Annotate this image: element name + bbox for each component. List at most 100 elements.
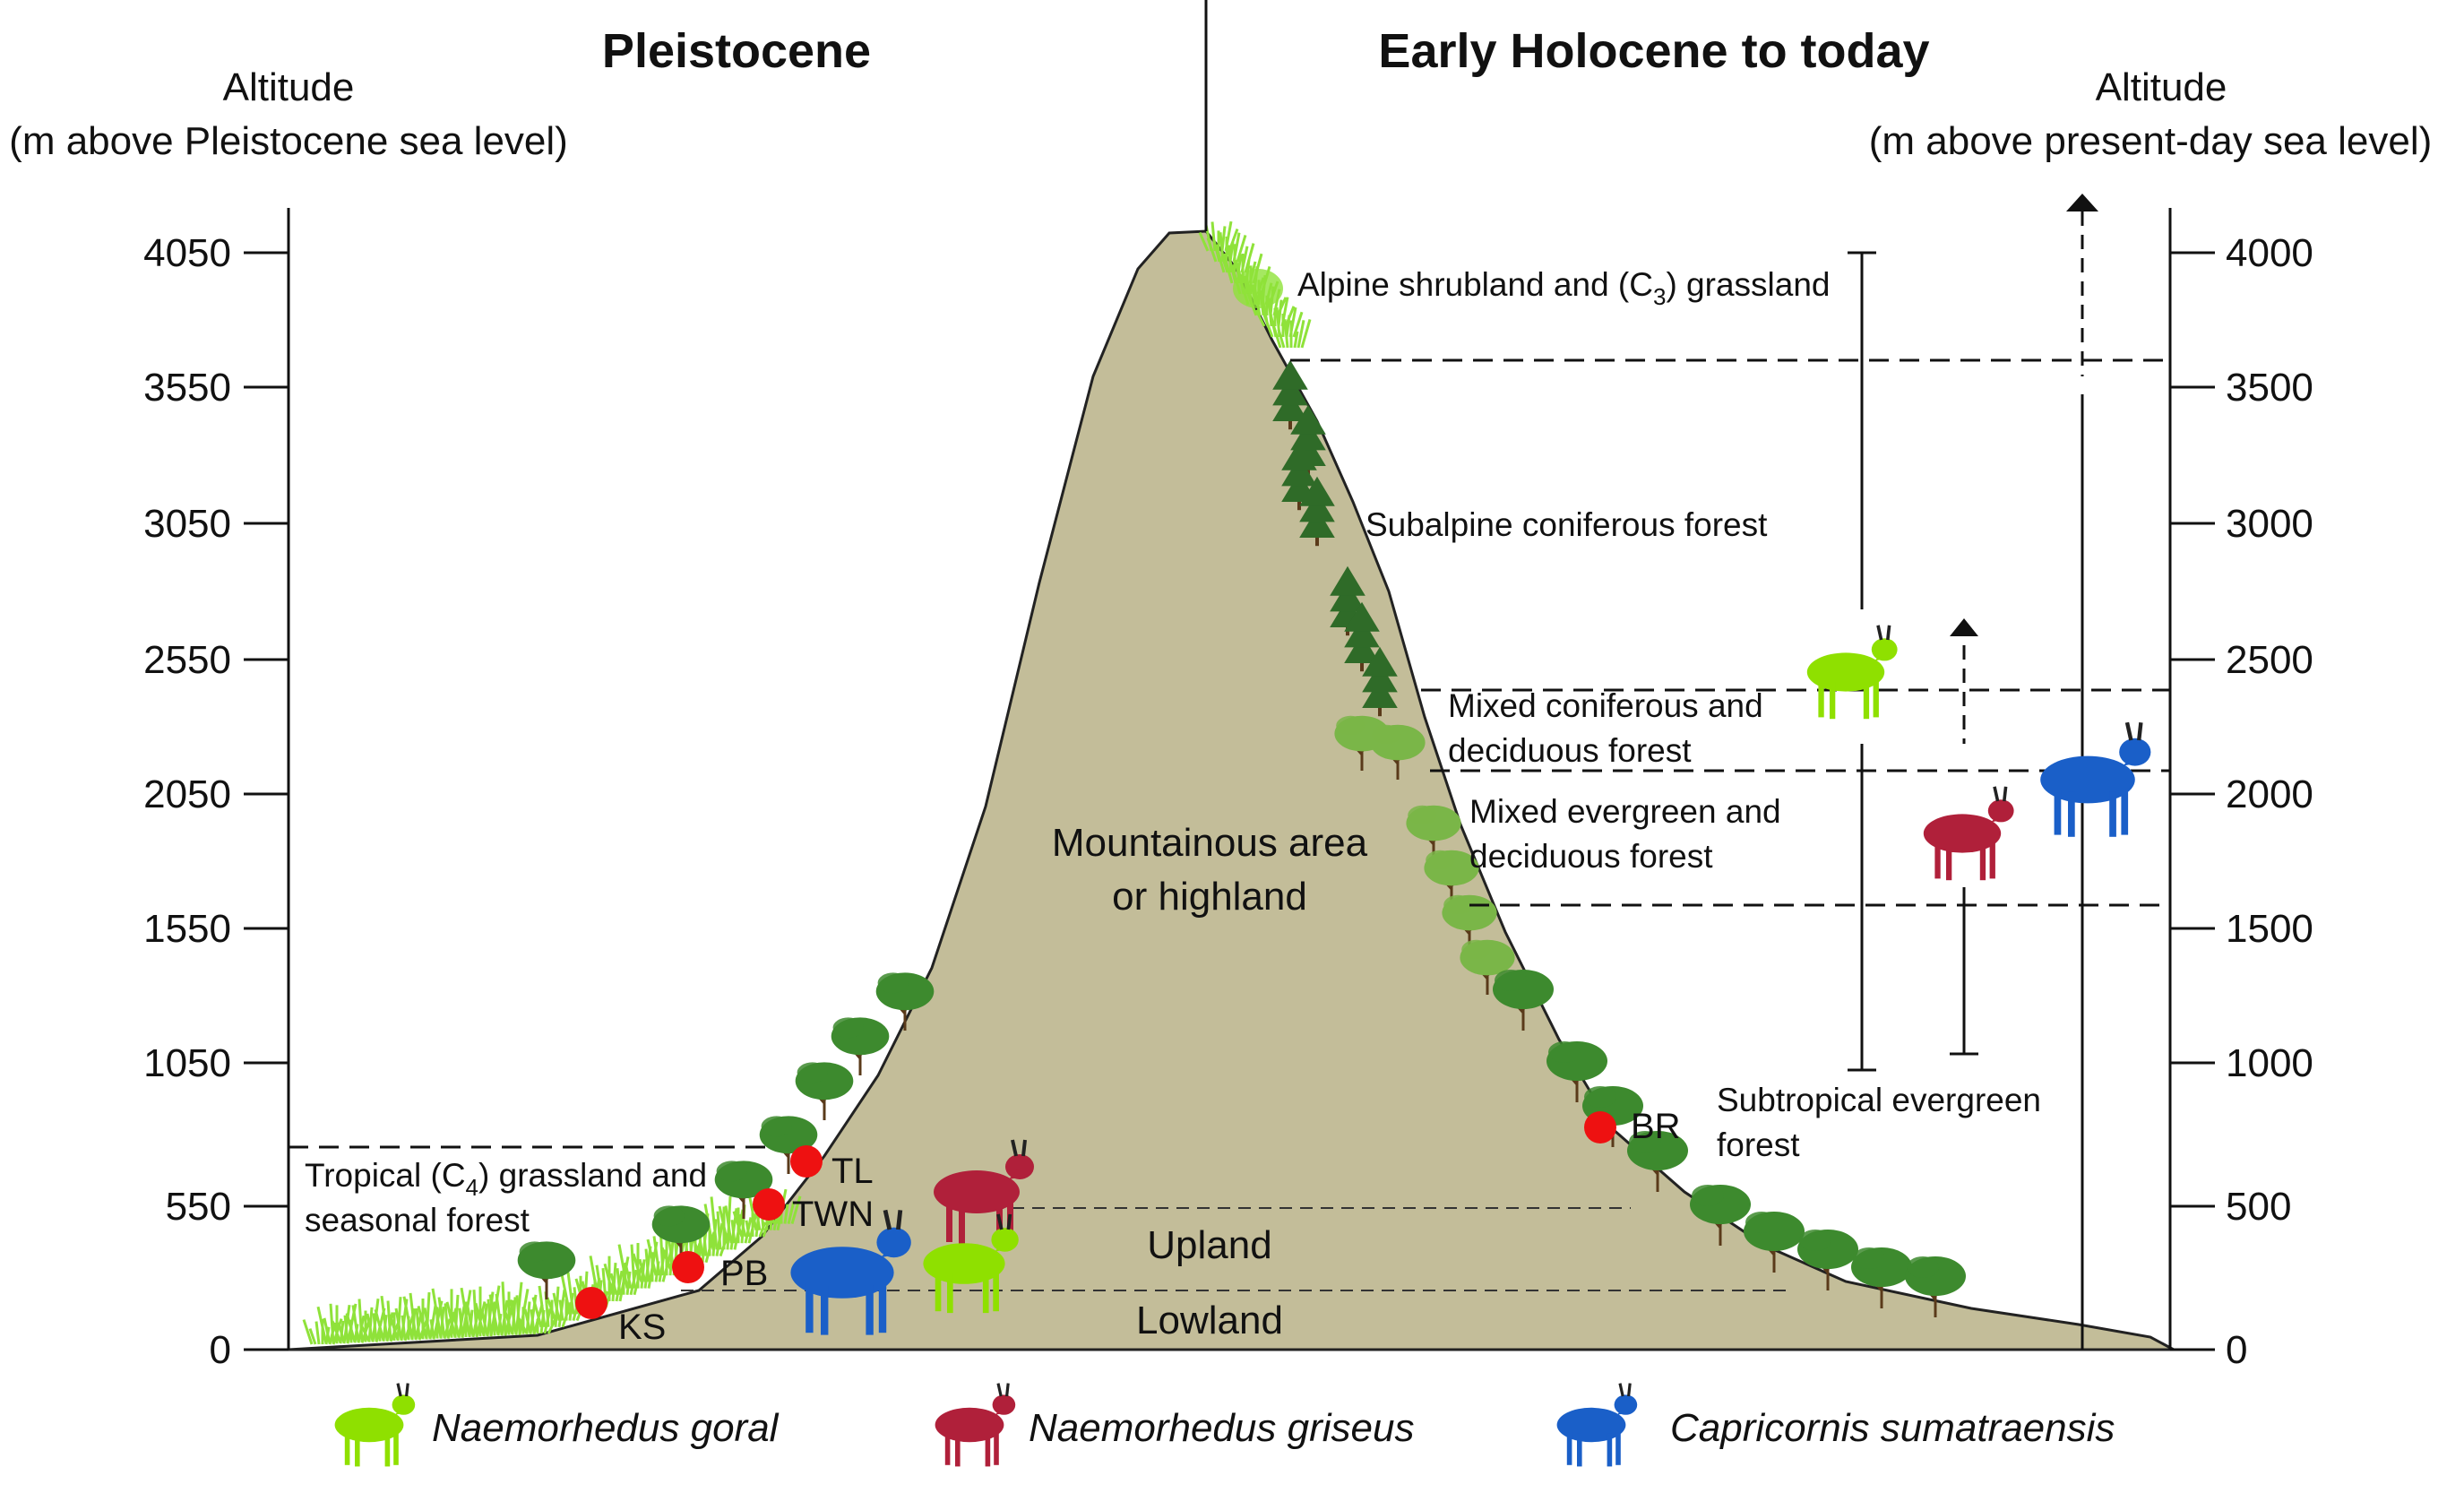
site-label-tl: TL	[831, 1152, 874, 1191]
arrowhead-sumatraensis	[2066, 194, 2098, 211]
tree-crown	[1336, 715, 1366, 736]
tree-crown	[1907, 1256, 1939, 1278]
grass-tuft	[1271, 319, 1312, 349]
left-tick-label: 1050	[143, 1041, 231, 1085]
legend-icon-goral	[334, 1383, 416, 1467]
zone-mixed-evergreen-line2: deciduous forest	[1469, 838, 1713, 875]
tree-crown	[1408, 805, 1437, 825]
zone-subalpine-label: Subalpine coniferous forest	[1366, 506, 1768, 543]
left-axis-title-line1: Altitude	[223, 65, 355, 109]
tree-crown	[1372, 724, 1401, 745]
conifer-trunk	[1297, 498, 1301, 511]
conifer-crown	[1281, 456, 1317, 487]
conifer-crown	[1362, 646, 1398, 677]
tree-crown	[1584, 1086, 1616, 1108]
tree-crown	[1495, 970, 1527, 991]
zone-mixed-coniferous-line2: deciduous forest	[1448, 732, 1692, 769]
left-altitude-axis: 4050 3550 3050 2550 2050 1550 1050 550 0	[143, 208, 290, 1372]
upland-lowland-boundaries	[681, 1207, 1792, 1291]
right-tick-label: 3500	[2226, 366, 2313, 410]
left-tick-label: 0	[210, 1328, 231, 1372]
zone-tropical-line2: seasonal forest	[305, 1202, 530, 1238]
left-tick-label: 4050	[143, 231, 231, 275]
animal-illustrations	[790, 625, 2151, 1335]
right-tick-label: 3000	[2226, 502, 2313, 546]
conifer-crown	[1344, 634, 1380, 663]
left-tick-label: 1550	[143, 907, 231, 951]
conifer-crown	[1281, 440, 1317, 470]
conifer-crown	[1272, 375, 1308, 406]
tree-crown	[1853, 1247, 1885, 1269]
zone-subtropical-line2: forest	[1717, 1126, 1800, 1163]
left-tick-label: 2050	[143, 772, 231, 816]
zone-mixed-evergreen-line1: Mixed evergreen and	[1469, 793, 1781, 830]
lowland-label: Lowland	[1136, 1299, 1283, 1342]
legend: Naemorhedus goral Naemorhedus griseus Ca…	[334, 1383, 2115, 1467]
conifer-crown	[1330, 582, 1366, 612]
conifer-crown	[1299, 508, 1335, 538]
right-axis-title-line2: (m above present-day sea level)	[1869, 119, 2433, 163]
tree-crown	[1692, 1185, 1724, 1206]
conifer-trunk	[1378, 704, 1382, 717]
left-tick-label: 3050	[143, 502, 231, 546]
conifer-trunk	[1288, 418, 1292, 430]
right-tick-label: 1500	[2226, 907, 2313, 951]
right-tick-label: 2000	[2226, 772, 2313, 816]
conifer-crown	[1272, 359, 1308, 390]
right-altitude-axis: 4000 3500 3000 2500 2000 1500 1000 500 0	[2168, 208, 2313, 1372]
left-tick-label: 2550	[143, 638, 231, 682]
zone-alpine-label: Alpine shrubland and (C3) grassland	[1297, 266, 1830, 310]
grass-tuft	[632, 1248, 673, 1282]
tree-crown	[761, 1116, 792, 1137]
altitude-range-bars	[1848, 211, 2084, 1350]
site-label-pb: PB	[720, 1254, 768, 1293]
legend-label-sumatraensis: Capricornis sumatraensis	[1670, 1406, 2115, 1450]
tree-crown	[653, 1205, 685, 1227]
conifer-crown	[1344, 601, 1380, 632]
zone-mixed-coniferous-line1: Mixed coniferous and	[1448, 687, 1763, 724]
site-markers	[575, 1111, 1616, 1319]
site-marker-twn	[753, 1188, 785, 1221]
tree-crown	[1461, 939, 1491, 960]
tree-crown	[519, 1241, 550, 1263]
zone-tropical-line1: Tropical (C4) grassland and	[305, 1157, 707, 1201]
naemorhedus-goral-figure	[923, 1213, 1019, 1314]
conifer-crown	[1290, 404, 1326, 435]
upland-label: Upland	[1147, 1223, 1271, 1267]
site-marker-br	[1584, 1111, 1616, 1143]
tree-crown	[832, 1017, 864, 1039]
conifer-trunk	[1315, 534, 1319, 547]
left-axis-title-line2: (m above Pleistocene sea level)	[9, 119, 568, 163]
grass-tuft	[517, 1308, 558, 1334]
site-marker-pb	[672, 1251, 704, 1283]
site-marker-ks	[575, 1287, 607, 1319]
zone-subtropical-line1: Subtropical evergreen	[1717, 1082, 2041, 1118]
conifer-crown	[1299, 476, 1335, 506]
tree-crown	[797, 1062, 828, 1083]
conifer-crown	[1272, 392, 1308, 421]
legend-icon-sumatraensis	[1556, 1383, 1638, 1467]
period-title-holocene: Early Holocene to today	[1378, 24, 1929, 78]
grass-tuft	[1254, 297, 1296, 327]
site-label-twn: TWN	[792, 1195, 874, 1234]
site-label-br: BR	[1631, 1107, 1681, 1146]
legend-label-goral: Naemorhedus goral	[432, 1406, 780, 1450]
capricornis-sumatraensis-figure	[2040, 721, 2151, 837]
conifer-crown	[1362, 662, 1398, 693]
tree-crown	[877, 972, 909, 994]
site-marker-tl	[790, 1145, 823, 1178]
period-title-pleistocene: Pleistocene	[602, 24, 871, 78]
left-tick-label: 3550	[143, 366, 231, 410]
capricornis-sumatraensis-figure	[790, 1209, 911, 1335]
right-axis-title-line1: Altitude	[2096, 65, 2227, 109]
naemorhedus-griseus-figure	[1923, 786, 2014, 881]
left-tick-label: 550	[166, 1185, 231, 1229]
alpine-shrub	[1233, 269, 1283, 308]
grass-tuft	[1214, 243, 1255, 273]
right-tick-label: 0	[2226, 1328, 2247, 1372]
tree-crown	[1799, 1230, 1831, 1251]
right-tick-label: 4000	[2226, 231, 2313, 275]
conifer-crown	[1330, 565, 1366, 596]
